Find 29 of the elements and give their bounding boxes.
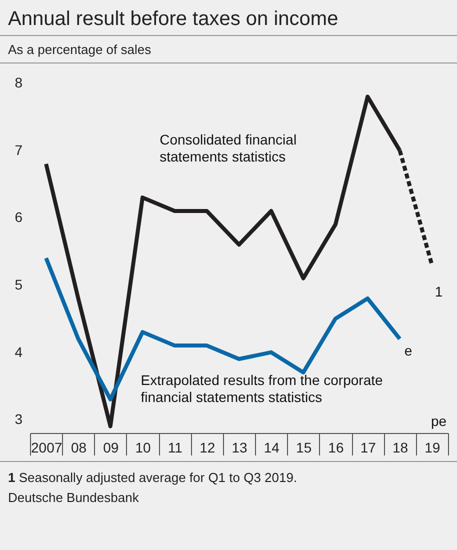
text: Consolidated financial statements statistics [160,131,297,164]
x-tick-label: 12 [200,440,216,456]
annotation: e [404,342,412,359]
x-tick-label: 2007 [31,440,62,456]
chart-subtitle: As a percentage of sales [7,41,152,57]
x-tick-label: 08 [70,440,87,456]
y-tick-label: 8 [14,74,23,91]
y-tick-label: 5 [14,276,23,292]
x-tick-label: 09 [103,440,119,456]
text: Deutsche Bundesbank [8,489,140,507]
x-tick-label: 18 [392,440,408,456]
annotation: pe [431,412,447,429]
series-label: Extrapolated results from the corporate financial statements statistics [140,372,383,405]
chart-title: Annual result before taxes on income [0,0,457,36]
x-tick-label: 11 [168,440,183,456]
annotation: 1 [434,283,443,300]
x-tick-label: 19 [424,440,440,456]
x-tick-label: 13 [232,440,248,456]
y-tick-label: 6 [14,209,23,226]
y-tick-label: 4 [14,344,23,360]
x-tick-label: 15 [296,440,312,456]
x-tick-label: 14 [264,440,280,456]
x-tick-label: 10 [135,440,152,456]
x-tick-label: 17 [360,440,376,456]
line-series [44,256,402,402]
y-tick-label: 3 [14,411,23,428]
text: 1 Seasonally adjusted average for Q1 to Q3 2019. [8,469,298,487]
y-tick-label: 7 [14,142,23,158]
x-tick-label: 16 [328,440,344,456]
